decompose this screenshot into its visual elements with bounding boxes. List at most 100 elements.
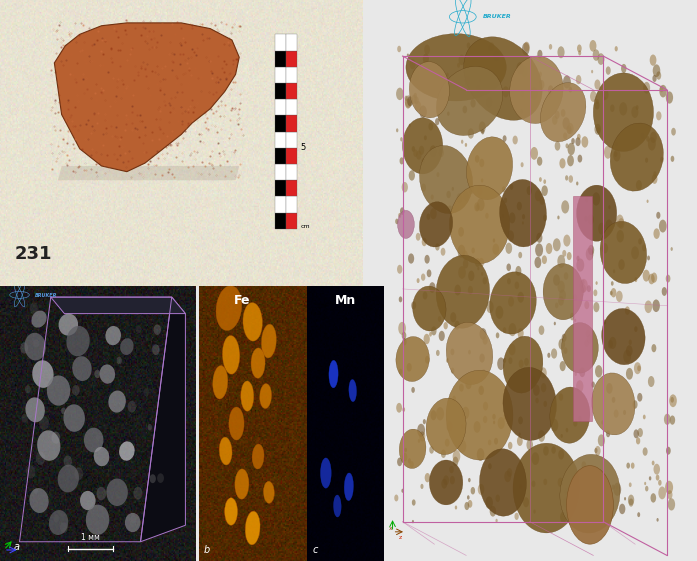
Circle shape	[486, 97, 493, 108]
Circle shape	[417, 278, 420, 283]
Ellipse shape	[119, 442, 135, 461]
Circle shape	[457, 63, 460, 68]
Circle shape	[477, 266, 480, 270]
Ellipse shape	[420, 202, 452, 247]
Circle shape	[633, 401, 638, 409]
Circle shape	[465, 143, 467, 147]
Circle shape	[562, 334, 567, 342]
Circle shape	[558, 255, 565, 268]
Circle shape	[533, 384, 539, 396]
Circle shape	[519, 252, 522, 259]
Ellipse shape	[329, 360, 338, 388]
Circle shape	[438, 148, 444, 157]
Circle shape	[612, 397, 615, 403]
Circle shape	[597, 127, 600, 134]
Circle shape	[496, 494, 500, 502]
Ellipse shape	[420, 145, 473, 214]
Ellipse shape	[59, 314, 78, 335]
Ellipse shape	[216, 286, 242, 330]
Circle shape	[401, 332, 406, 339]
Circle shape	[548, 85, 553, 94]
Circle shape	[643, 447, 648, 456]
Circle shape	[468, 286, 473, 295]
Circle shape	[548, 92, 551, 98]
Circle shape	[524, 358, 529, 366]
Circle shape	[405, 99, 411, 109]
Circle shape	[450, 312, 457, 323]
Circle shape	[423, 53, 429, 64]
Circle shape	[416, 233, 420, 241]
Circle shape	[636, 105, 638, 110]
Ellipse shape	[224, 498, 238, 525]
Ellipse shape	[105, 326, 121, 345]
Ellipse shape	[503, 367, 556, 440]
Circle shape	[133, 487, 142, 500]
Circle shape	[558, 339, 565, 350]
Circle shape	[452, 187, 454, 191]
Ellipse shape	[222, 335, 240, 374]
Circle shape	[427, 213, 430, 220]
Circle shape	[643, 415, 645, 419]
Circle shape	[629, 339, 632, 345]
Circle shape	[419, 146, 424, 155]
Circle shape	[654, 228, 660, 239]
Circle shape	[562, 250, 567, 257]
Circle shape	[595, 446, 601, 456]
Ellipse shape	[466, 137, 513, 200]
Circle shape	[516, 62, 524, 75]
Circle shape	[591, 70, 593, 73]
Ellipse shape	[32, 360, 54, 388]
Circle shape	[619, 102, 627, 116]
Ellipse shape	[602, 309, 645, 365]
Circle shape	[53, 514, 59, 522]
Circle shape	[626, 368, 633, 380]
Circle shape	[488, 45, 491, 51]
Circle shape	[609, 337, 616, 349]
Circle shape	[574, 319, 576, 322]
Circle shape	[429, 446, 434, 454]
Ellipse shape	[446, 322, 493, 385]
Circle shape	[555, 141, 560, 151]
Circle shape	[595, 80, 600, 90]
Circle shape	[446, 73, 449, 77]
Circle shape	[464, 502, 469, 510]
Circle shape	[576, 181, 579, 186]
Circle shape	[668, 498, 675, 511]
Circle shape	[573, 475, 577, 483]
Ellipse shape	[600, 221, 647, 284]
Circle shape	[532, 452, 539, 465]
Circle shape	[563, 75, 571, 89]
Circle shape	[646, 136, 650, 142]
Circle shape	[595, 365, 602, 378]
Polygon shape	[58, 166, 239, 180]
Circle shape	[408, 170, 415, 181]
Ellipse shape	[403, 118, 443, 174]
Circle shape	[20, 342, 28, 353]
Circle shape	[533, 509, 536, 514]
Circle shape	[590, 91, 597, 102]
Circle shape	[482, 369, 486, 376]
Circle shape	[576, 259, 584, 272]
Circle shape	[518, 328, 523, 338]
Circle shape	[490, 506, 496, 517]
Circle shape	[602, 243, 608, 254]
Circle shape	[523, 42, 530, 52]
Polygon shape	[54, 23, 239, 172]
Circle shape	[521, 162, 523, 167]
Circle shape	[424, 45, 430, 54]
Circle shape	[634, 326, 638, 332]
Circle shape	[96, 487, 106, 500]
Circle shape	[397, 210, 414, 238]
Ellipse shape	[240, 381, 254, 411]
Circle shape	[664, 413, 671, 425]
Circle shape	[520, 109, 523, 114]
Circle shape	[565, 428, 568, 433]
Circle shape	[610, 291, 613, 296]
Circle shape	[542, 185, 548, 196]
Circle shape	[572, 476, 574, 481]
Circle shape	[575, 137, 581, 146]
Circle shape	[398, 322, 406, 335]
Circle shape	[463, 191, 469, 201]
Circle shape	[574, 372, 577, 376]
Ellipse shape	[450, 185, 510, 264]
